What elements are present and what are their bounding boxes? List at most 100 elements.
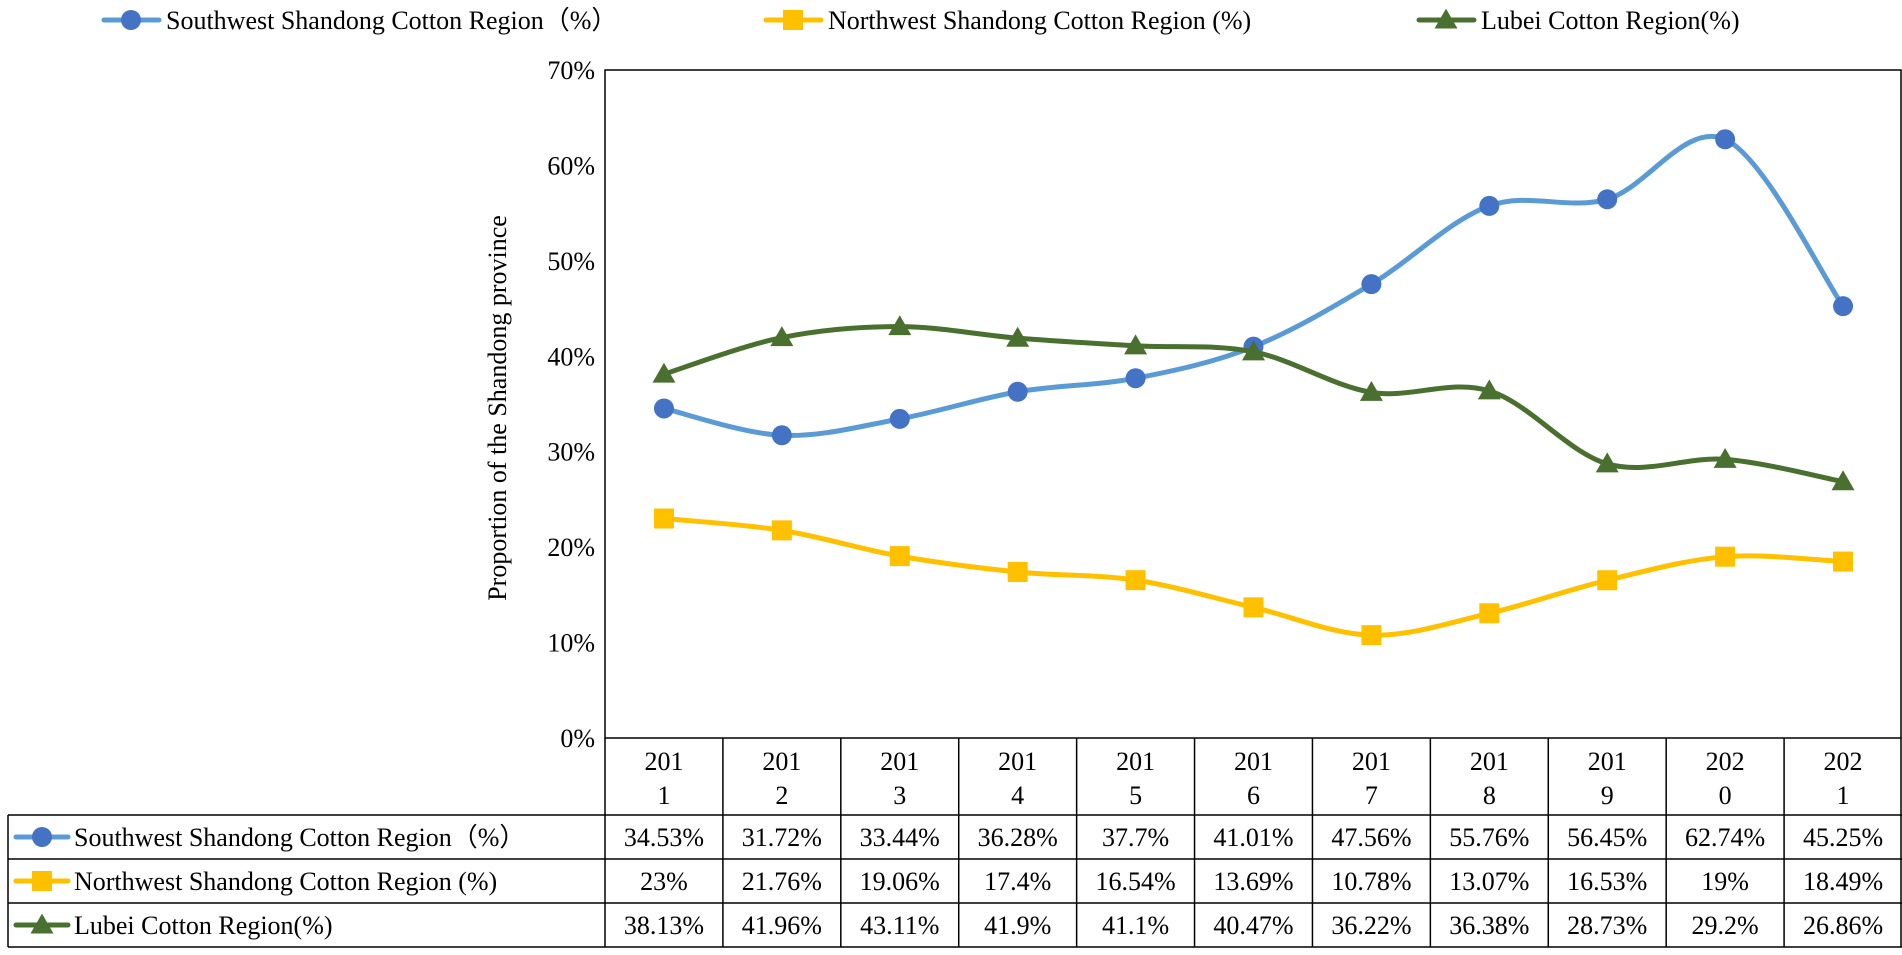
series-2-point [652, 362, 676, 383]
table-cell: 21.76% [742, 867, 822, 896]
series-1-point [653, 508, 674, 529]
table-cell: 41.96% [742, 911, 822, 940]
series-2-point [1359, 380, 1383, 401]
table-cell: 36.38% [1449, 911, 1529, 940]
series-0-point [1361, 274, 1382, 295]
table-cell: 38.13% [624, 911, 704, 940]
legend-marker [1434, 8, 1458, 29]
series-2-point [1124, 334, 1148, 355]
series-0-point [1597, 189, 1618, 210]
table-row-label: Southwest Shandong Cotton Region（%） [74, 823, 525, 852]
series-1-point [1243, 597, 1264, 618]
y-tick-label: 40% [547, 342, 595, 371]
y-tick-label: 0% [560, 724, 595, 753]
series-1-point [1715, 546, 1736, 567]
legend-item-0: Southwest Shandong Cotton Region（%） [101, 6, 617, 35]
series-1-point [1597, 570, 1618, 591]
table-cell: 16.54% [1096, 867, 1176, 896]
table-legend-marker [30, 913, 54, 934]
category-label: 1 [657, 781, 670, 810]
table-cell: 62.74% [1685, 823, 1765, 852]
table-cell: 10.78% [1331, 867, 1411, 896]
table-cell: 43.11% [860, 911, 939, 940]
category-label: 9 [1601, 781, 1614, 810]
table-cell: 23% [640, 867, 688, 896]
legend-label: Lubei Cotton Region(%) [1481, 6, 1740, 35]
category-label: 8 [1483, 781, 1496, 810]
series-0-point [1833, 296, 1854, 317]
series-1-point [1125, 570, 1146, 591]
table-cell: 31.72% [742, 823, 822, 852]
series-1-point [1833, 551, 1854, 572]
y-tick-label: 20% [547, 533, 595, 562]
y-tick-label: 30% [547, 438, 595, 467]
series-0-point [1479, 195, 1500, 216]
series-1-point [889, 546, 910, 567]
series-line-2 [661, 324, 1846, 485]
category-label: 201 [998, 747, 1037, 776]
series-line-1 [661, 516, 1846, 638]
table-cell: 41.1% [1102, 911, 1169, 940]
category-label: 4 [1011, 781, 1024, 810]
category-label: 201 [880, 747, 919, 776]
table-cell: 41.9% [984, 911, 1051, 940]
category-label: 201 [1352, 747, 1391, 776]
table-cell: 28.73% [1567, 911, 1647, 940]
category-label: 202 [1824, 747, 1863, 776]
series-2-point [1006, 326, 1030, 347]
table-cell: 29.2% [1692, 911, 1759, 940]
category-label: 201 [1234, 747, 1273, 776]
category-label: 0 [1719, 781, 1732, 810]
table-cell: 13.07% [1449, 867, 1529, 896]
table-cell: 40.47% [1213, 911, 1293, 940]
series-2-point [770, 326, 794, 347]
series-1-point [771, 520, 792, 541]
series-2-point [1831, 470, 1855, 491]
category-label: 5 [1129, 781, 1142, 810]
series-0-point [1125, 368, 1146, 389]
table-cell: 37.7% [1102, 823, 1169, 852]
series-2-point [1713, 447, 1737, 468]
series-1-point [1007, 561, 1028, 582]
table-cell: 41.01% [1213, 823, 1293, 852]
legend-label: Northwest Shandong Cotton Region (%) [828, 6, 1251, 35]
category-label: 3 [893, 781, 906, 810]
series-0-point [653, 398, 674, 419]
y-tick-label: 70% [547, 56, 595, 85]
table-cell: 13.69% [1213, 867, 1293, 896]
category-label: 201 [644, 747, 683, 776]
series-1-point [1479, 603, 1500, 624]
table-cell: 36.22% [1331, 911, 1411, 940]
category-label: 201 [1588, 747, 1627, 776]
y-tick-label: 10% [547, 629, 595, 658]
legend-marker [121, 10, 141, 30]
series-0-point [771, 425, 792, 446]
category-label: 201 [1116, 747, 1155, 776]
category-label: 2 [775, 781, 788, 810]
y-axis-label: Proportion of the Shandong province [483, 215, 512, 601]
table-cell: 17.4% [984, 867, 1051, 896]
category-label: 6 [1247, 781, 1260, 810]
series-0-point [1715, 129, 1736, 150]
table-legend-marker [32, 827, 52, 847]
category-label: 1 [1837, 781, 1850, 810]
legend-item-1: Northwest Shandong Cotton Region (%) [763, 6, 1251, 35]
table-legend-marker [32, 871, 52, 891]
legend-marker [783, 10, 803, 30]
y-tick-label: 50% [547, 247, 595, 276]
table-cell: 33.44% [860, 823, 940, 852]
series-2-point [1242, 340, 1265, 361]
category-label: 7 [1365, 781, 1378, 810]
table-cell: 56.45% [1567, 823, 1647, 852]
legend-item-2: Lubei Cotton Region(%) [1416, 6, 1740, 35]
category-label: 202 [1706, 747, 1745, 776]
table-row-label: Northwest Shandong Cotton Region (%) [74, 867, 497, 896]
table-cell: 19% [1701, 867, 1749, 896]
plot-frame [604, 69, 1902, 739]
series-line-0 [661, 134, 1846, 438]
series-0-point [1007, 381, 1028, 402]
table-cell: 18.49% [1803, 867, 1883, 896]
table-cell: 45.25% [1803, 823, 1883, 852]
y-tick-label: 60% [547, 151, 595, 180]
